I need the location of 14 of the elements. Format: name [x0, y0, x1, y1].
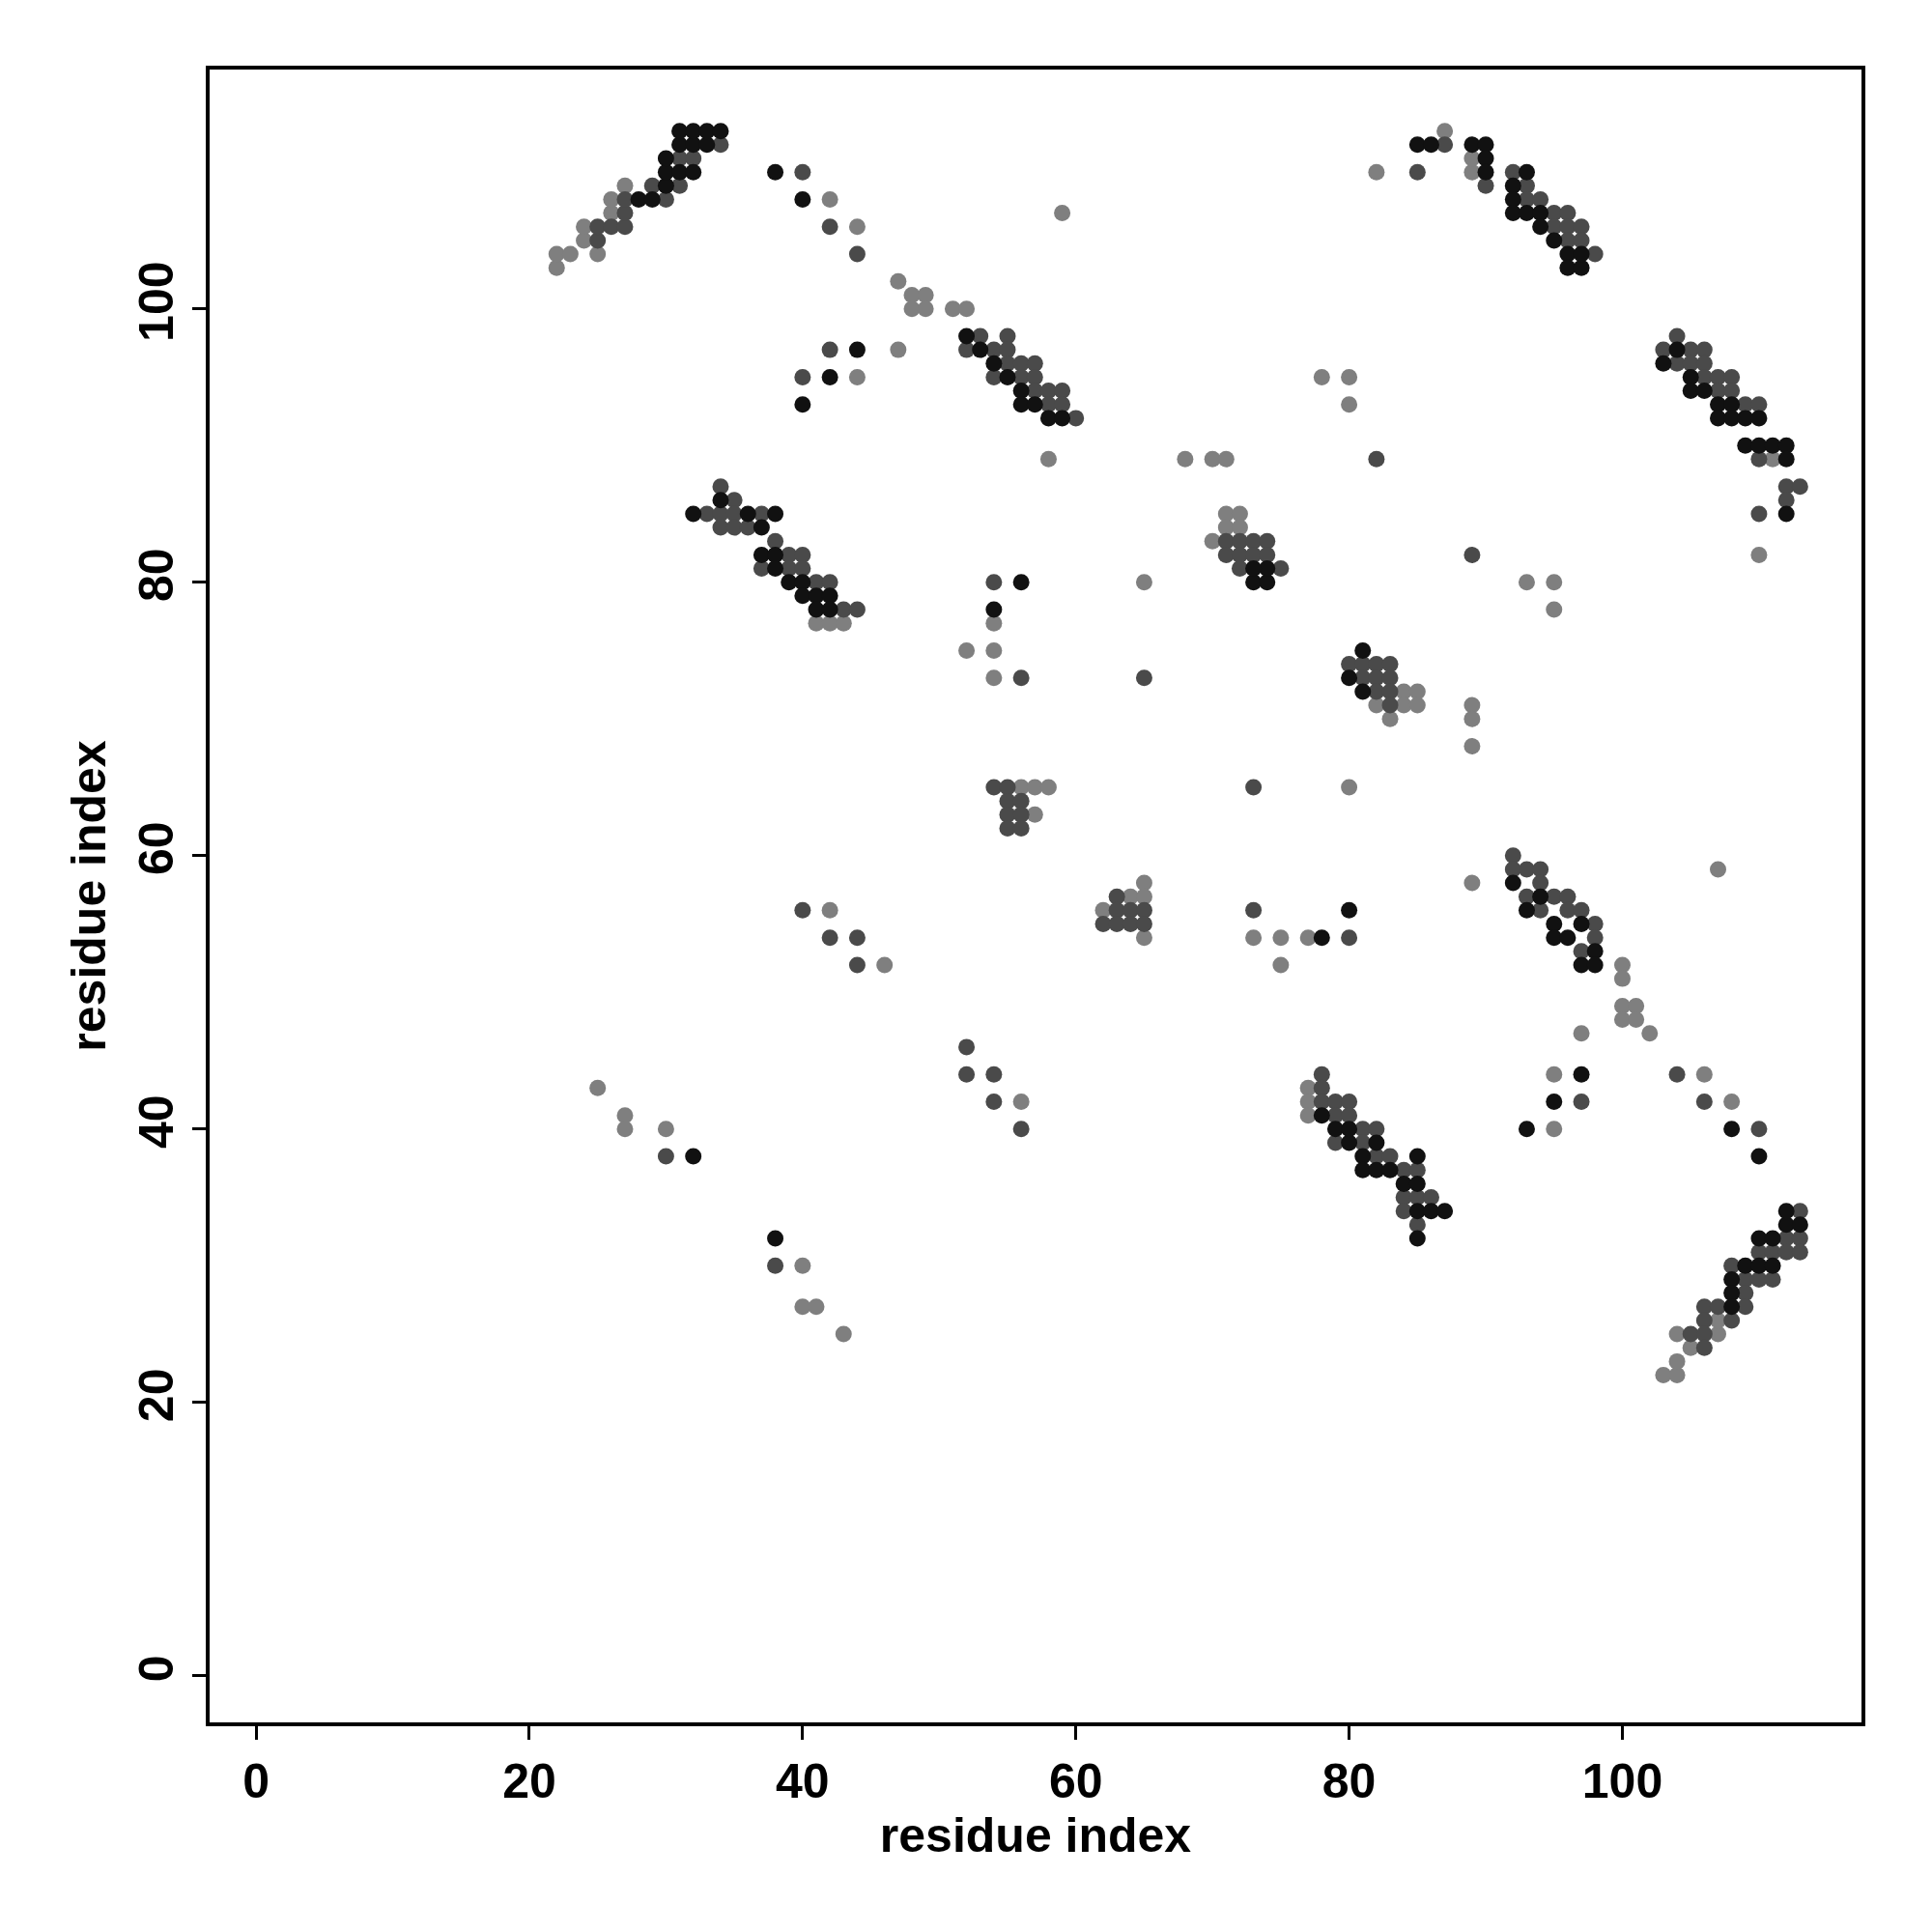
- y-tick-label: 0: [129, 1655, 184, 1683]
- x-tick-label: 80: [1321, 1754, 1377, 1808]
- x-tick-label: 100: [1581, 1754, 1663, 1808]
- x-tick-label: 20: [502, 1754, 556, 1808]
- x-tick-label: 60: [1048, 1754, 1103, 1808]
- x-tick-label: 40: [776, 1754, 830, 1808]
- y-axis-title: residue index: [61, 740, 116, 1052]
- y-tick-label: 40: [129, 1094, 184, 1150]
- y-tick-label: 100: [129, 261, 184, 342]
- y-tick-label: 20: [129, 1368, 184, 1423]
- x-axis-title: residue index: [879, 1808, 1192, 1862]
- y-tick-label: 60: [129, 821, 184, 876]
- y-tick-label: 80: [129, 548, 184, 603]
- x-tick-label: 0: [242, 1754, 270, 1808]
